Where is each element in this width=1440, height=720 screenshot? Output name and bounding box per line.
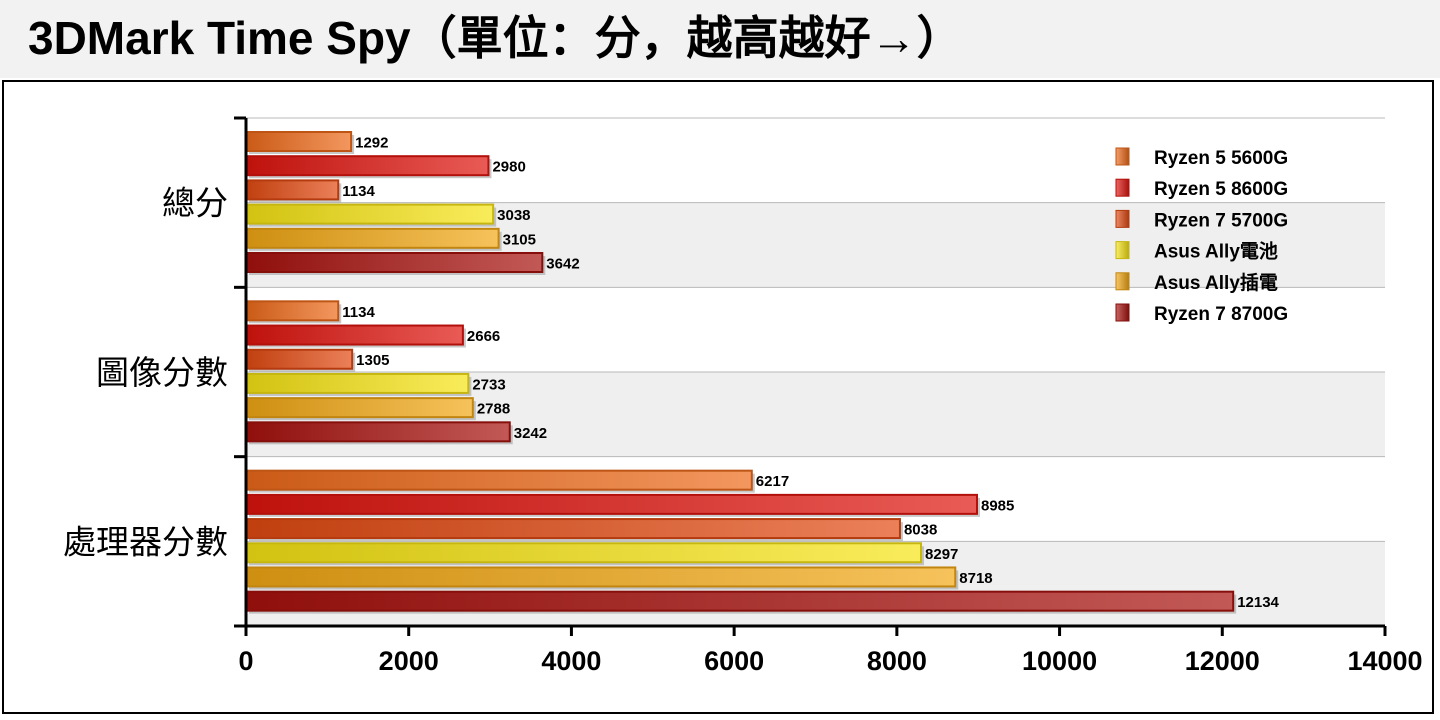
legend-label: Ryzen 7 5700G bbox=[1154, 210, 1288, 231]
x-tick-label: 6000 bbox=[704, 646, 764, 676]
bar bbox=[245, 493, 978, 515]
bar bbox=[245, 518, 901, 540]
data-label: 3038 bbox=[497, 207, 530, 224]
bar bbox=[245, 324, 464, 346]
bar bbox=[245, 179, 340, 201]
bar bbox=[245, 469, 753, 491]
legend-label: Ryzen 5 5600G bbox=[1154, 148, 1288, 169]
bar bbox=[245, 131, 353, 152]
x-tick-label: 10000 bbox=[1022, 646, 1097, 676]
chart-title: 3DMark Time Spy（單位：分，越高越好→） bbox=[28, 12, 963, 64]
x-tick-label: 14000 bbox=[1347, 646, 1422, 676]
legend-swatch bbox=[1115, 178, 1130, 197]
data-label: 1292 bbox=[355, 135, 388, 152]
bar bbox=[245, 590, 1235, 612]
data-label: 1134 bbox=[342, 304, 375, 321]
data-label: 3242 bbox=[514, 425, 547, 442]
x-tick-label: 12000 bbox=[1185, 646, 1260, 676]
bar bbox=[245, 397, 474, 419]
legend-label: Ryzen 5 8600G bbox=[1154, 179, 1288, 200]
bar bbox=[245, 155, 490, 177]
data-label: 2980 bbox=[492, 159, 525, 176]
bar bbox=[245, 421, 511, 443]
bar bbox=[245, 300, 340, 322]
legend-label: Asus Ally電池 bbox=[1154, 240, 1278, 263]
legend: Ryzen 5 5600G Ryzen 5 8600G Ryzen 7 5700G A… bbox=[1115, 147, 1288, 325]
legend-swatch bbox=[1115, 209, 1130, 228]
bar bbox=[245, 566, 957, 588]
bar bbox=[245, 542, 923, 564]
data-label: 8297 bbox=[925, 546, 958, 563]
data-label: 8718 bbox=[959, 570, 992, 587]
category-label: 處理器分數 bbox=[63, 522, 228, 561]
category-label: 總分 bbox=[162, 184, 228, 223]
bar bbox=[245, 227, 500, 249]
data-label: 12134 bbox=[1237, 594, 1279, 611]
legend-swatch bbox=[1115, 272, 1130, 291]
legend-swatch bbox=[1115, 241, 1130, 260]
bars: 1292 2980 1134 3038 3105 3642 1134 2666 1305 2733… bbox=[245, 131, 1280, 614]
data-label: 8038 bbox=[904, 522, 937, 539]
bar bbox=[245, 252, 544, 273]
data-label: 6217 bbox=[756, 473, 789, 490]
bar bbox=[245, 348, 354, 370]
data-label: 3105 bbox=[503, 231, 536, 248]
bar bbox=[245, 372, 470, 394]
title-bar: 3DMark Time Spy（單位：分，越高越好→） bbox=[0, 0, 1440, 78]
x-tick-label: 2000 bbox=[379, 646, 439, 676]
x-tick-label: 0 bbox=[238, 646, 253, 676]
data-label: 8985 bbox=[981, 497, 1014, 514]
data-label: 2788 bbox=[477, 401, 510, 418]
x-tick-label: 4000 bbox=[541, 646, 601, 676]
data-label: 2666 bbox=[467, 328, 500, 345]
legend-label: Asus Ally插電 bbox=[1154, 272, 1278, 294]
legend-swatch bbox=[1115, 147, 1130, 166]
x-tick-label: 8000 bbox=[867, 646, 927, 676]
legend-swatch bbox=[1115, 303, 1130, 322]
data-label: 2733 bbox=[472, 376, 505, 393]
data-label: 1305 bbox=[356, 352, 389, 369]
category-label: 圖像分數 bbox=[96, 353, 228, 392]
bar bbox=[245, 203, 495, 225]
legend-label: Ryzen 7 8700G bbox=[1154, 304, 1288, 325]
data-label: 1134 bbox=[342, 183, 375, 200]
data-label: 3642 bbox=[546, 256, 579, 273]
